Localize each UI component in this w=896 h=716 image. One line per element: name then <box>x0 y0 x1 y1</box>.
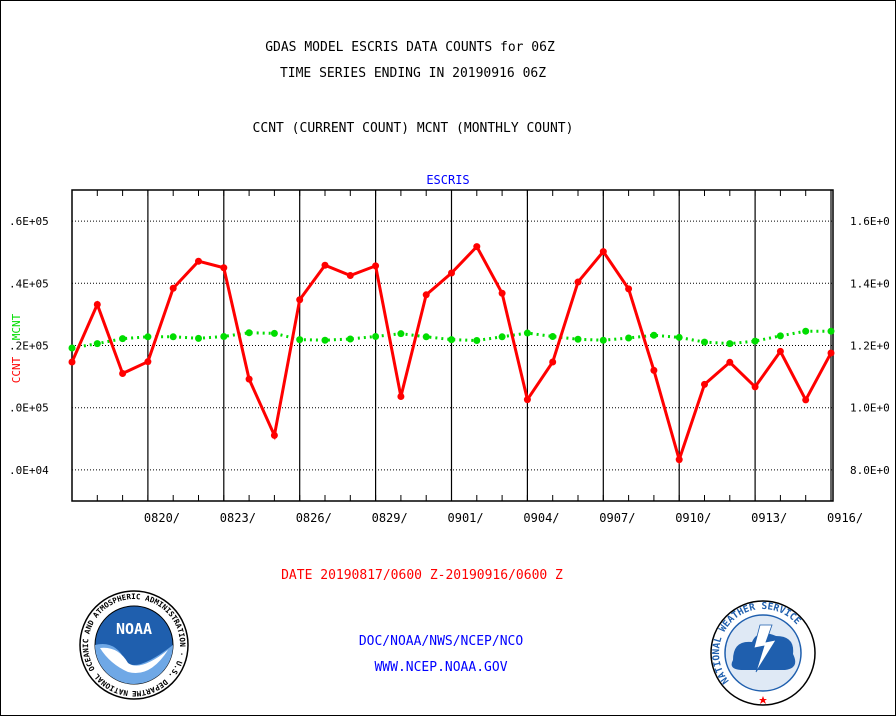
data-point-ccnt <box>296 296 304 304</box>
data-point-mcnt <box>68 344 76 352</box>
data-point-ccnt <box>195 257 202 265</box>
credit-text: DOC/NOAA/NWS/NCEP/NCO <box>359 634 524 649</box>
y-axis-label-ccnt: CCNT <box>10 356 23 383</box>
data-point-mcnt <box>523 329 531 337</box>
data-point-ccnt <box>144 358 152 366</box>
data-point-mcnt <box>498 333 506 341</box>
plot-area: 0820/0823/0826/0829/0901/0904/0907/0910/… <box>9 189 890 525</box>
data-point-mcnt <box>397 330 405 338</box>
data-point-mcnt <box>827 327 835 335</box>
x-tick-label: 0907/ <box>599 511 635 525</box>
header-line-1: GDAS MODEL ESCRIS DATA COUNTS for 06Z <box>265 40 555 55</box>
y-tick-label-left: .4E+05 <box>9 277 49 290</box>
data-point-ccnt <box>523 396 531 404</box>
data-point-ccnt <box>422 291 430 299</box>
data-point-mcnt <box>169 333 177 341</box>
data-point-mcnt <box>802 327 810 335</box>
y-tick-label-left: .0E+05 <box>9 402 49 415</box>
noaa-logo-text: NOAA <box>116 620 152 638</box>
header-line-3: CCNT (CURRENT COUNT) MCNT (MONTHLY COUNT… <box>253 121 574 136</box>
data-point-mcnt <box>726 340 734 348</box>
y-axis-label-mcnt: MCNT <box>10 313 23 340</box>
y-tick-label-left: .6E+05 <box>9 215 49 228</box>
x-tick-label: 0829/ <box>372 511 408 525</box>
data-point-mcnt <box>574 335 582 343</box>
data-point-mcnt <box>650 331 658 339</box>
data-point-mcnt <box>220 332 228 340</box>
data-point-ccnt <box>751 383 759 391</box>
data-point-mcnt <box>751 337 759 345</box>
x-tick-label: 0913/ <box>751 511 787 525</box>
data-point-mcnt <box>701 338 708 346</box>
data-point-mcnt <box>144 333 152 341</box>
data-point-ccnt <box>93 300 101 308</box>
data-point-mcnt <box>473 337 481 345</box>
x-tick-label: 0916/ <box>827 511 863 525</box>
data-point-ccnt <box>625 285 633 293</box>
y-tick-label-right: 8.0E+0 <box>850 464 890 477</box>
data-point-ccnt <box>599 248 607 256</box>
data-point-ccnt <box>827 349 835 357</box>
data-point-mcnt <box>346 335 354 343</box>
data-point-ccnt <box>119 369 127 377</box>
x-tick-label: 0820/ <box>144 511 180 525</box>
data-point-ccnt <box>498 289 506 297</box>
data-point-mcnt <box>93 340 101 348</box>
y-tick-label-right: 1.0E+0 <box>850 402 890 415</box>
x-tick-label: 0901/ <box>448 511 484 525</box>
data-point-ccnt <box>397 393 405 401</box>
data-point-ccnt <box>169 284 177 292</box>
data-point-mcnt <box>270 329 278 337</box>
data-point-ccnt <box>321 261 329 269</box>
data-point-ccnt <box>270 431 278 439</box>
data-point-ccnt <box>372 262 380 270</box>
x-tick-label: 0910/ <box>675 511 711 525</box>
data-point-ccnt <box>574 278 582 286</box>
data-point-mcnt <box>776 332 784 340</box>
data-point-mcnt <box>245 329 253 337</box>
data-point-mcnt <box>599 336 607 344</box>
date-range: DATE 20190817/0600 Z-20190916/0600 Z <box>281 568 563 583</box>
x-tick-label: 0823/ <box>220 511 256 525</box>
x-tick-label: 0826/ <box>296 511 332 525</box>
data-point-ccnt <box>802 396 810 404</box>
data-point-ccnt <box>68 358 76 366</box>
data-point-ccnt <box>549 358 557 366</box>
y-tick-label-right: 1.2E+0 <box>850 340 890 353</box>
url-text: WWW.NCEP.NOAA.GOV <box>374 660 507 675</box>
header-line-2: TIME SERIES ENDING IN 20190916 06Z <box>280 66 546 81</box>
data-point-ccnt <box>448 269 455 277</box>
data-point-mcnt <box>422 333 430 341</box>
data-point-mcnt <box>549 332 557 340</box>
y-tick-label-left: .0E+04 <box>9 464 49 477</box>
data-point-ccnt <box>346 272 354 280</box>
data-point-ccnt <box>220 264 228 272</box>
data-point-mcnt <box>296 336 304 344</box>
data-point-ccnt <box>776 347 784 355</box>
data-point-mcnt <box>372 332 380 340</box>
data-point-mcnt <box>321 336 329 344</box>
data-point-ccnt <box>245 375 253 383</box>
y-tick-label-right: 1.6E+0 <box>850 215 890 228</box>
data-point-ccnt <box>701 380 708 388</box>
y-tick-label-right: 1.4E+0 <box>850 277 890 290</box>
data-point-mcnt <box>195 334 202 342</box>
data-point-ccnt <box>473 243 481 251</box>
y-tick-label-left: .2E+05 <box>9 340 49 353</box>
data-point-mcnt <box>119 335 127 343</box>
data-point-ccnt <box>650 366 658 374</box>
data-point-ccnt <box>675 456 683 464</box>
data-point-mcnt <box>675 333 683 341</box>
chart-title: ESCRIS <box>426 173 469 187</box>
data-point-ccnt <box>726 358 734 366</box>
x-tick-label: 0904/ <box>523 511 559 525</box>
nws-logo: NATIONAL WEATHER SERVICE <box>710 600 816 706</box>
data-point-mcnt <box>448 336 455 344</box>
data-point-mcnt <box>625 334 633 342</box>
